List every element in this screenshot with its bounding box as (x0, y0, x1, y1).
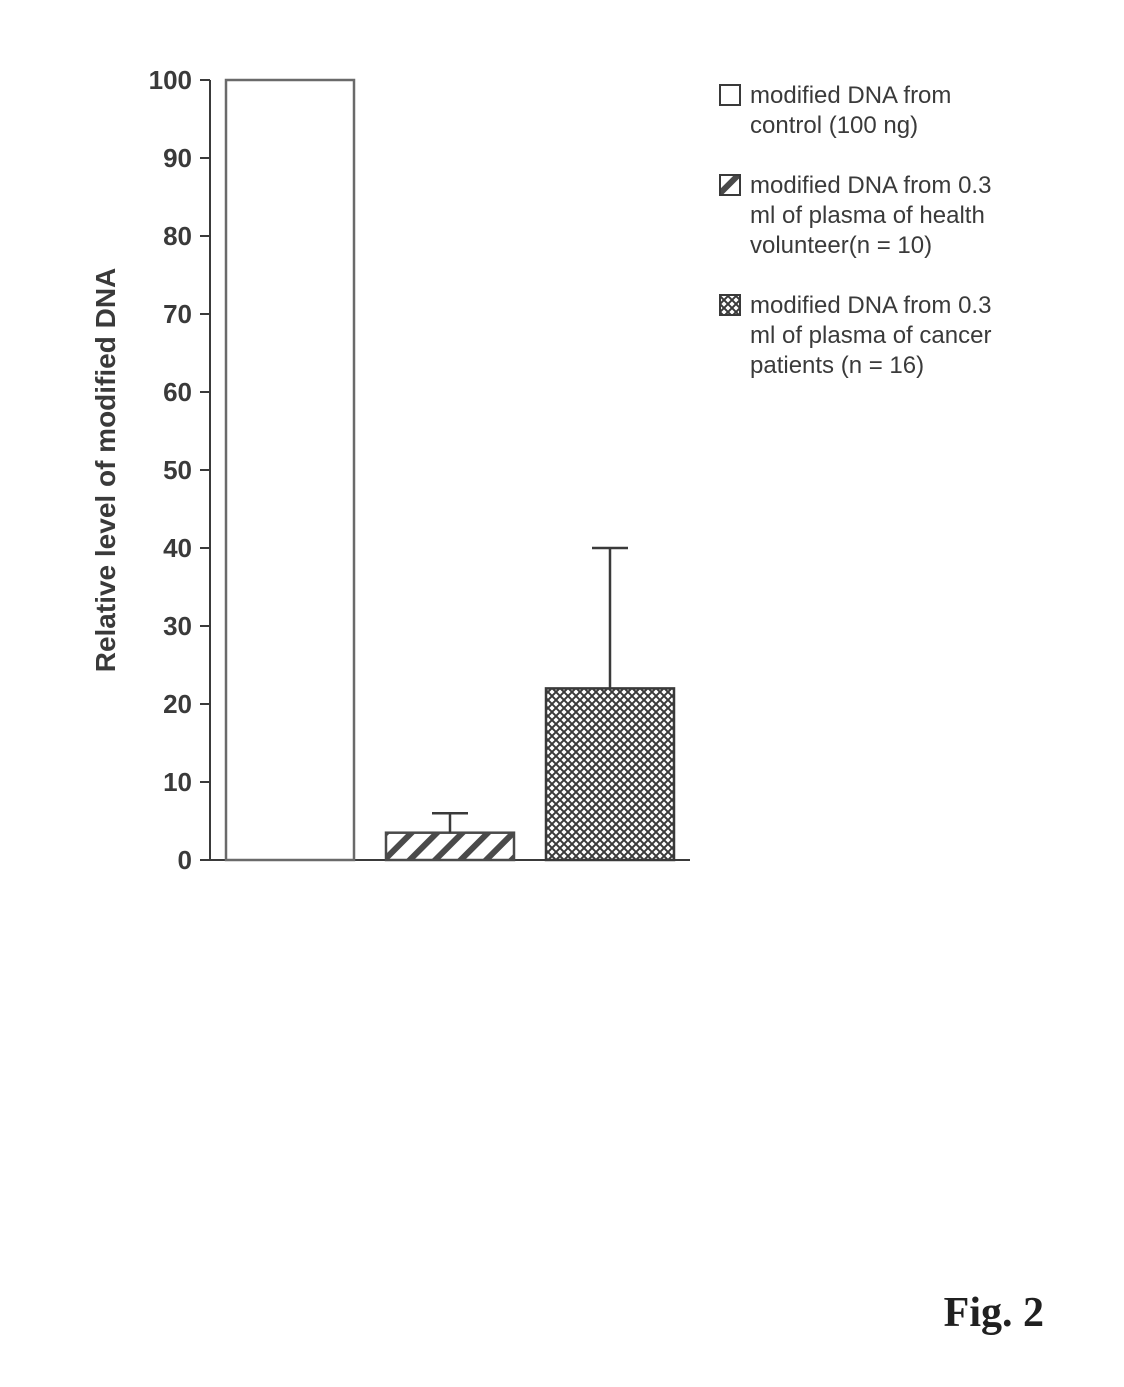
legend-label: patients (n = 16) (750, 352, 924, 379)
legend-label: volunteer(n = 10) (750, 232, 932, 259)
y-tick-label: 60 (163, 377, 192, 407)
y-tick-label: 70 (163, 299, 192, 329)
legend-label: ml of plasma of health (750, 202, 985, 229)
chart-svg: 0 10 20 30 40 50 60 70 80 90 100 Relative level of … (60, 60, 1060, 960)
y-tick-label: 90 (163, 143, 192, 173)
y-axis-label: Relative level of modified DNA (90, 268, 121, 673)
legend-label: modified DNA from (750, 82, 951, 109)
legend-label: modified DNA from 0.3 (750, 292, 991, 319)
y-tick-label: 50 (163, 455, 192, 485)
legend-label: ml of plasma of cancer (750, 322, 991, 349)
figure-caption: Fig. 2 (944, 1289, 1044, 1337)
legend-swatch (720, 175, 740, 195)
bar (386, 833, 514, 860)
bar (226, 80, 354, 860)
chart: 0 10 20 30 40 50 60 70 80 90 100 Relative level of … (60, 60, 1060, 965)
bar (546, 688, 674, 860)
y-tick-label: 0 (178, 845, 192, 875)
legend-swatch (720, 85, 740, 105)
y-tick-label: 20 (163, 689, 192, 719)
y-tick-label: 40 (163, 533, 192, 563)
legend-label: control (100 ng) (750, 112, 918, 139)
y-tick-label: 30 (163, 611, 192, 641)
y-tick-label: 80 (163, 221, 192, 251)
page: 0 10 20 30 40 50 60 70 80 90 100 Relative level of … (0, 0, 1124, 1387)
y-tick-label: 10 (163, 767, 192, 797)
y-tick-label: 100 (149, 65, 192, 95)
legend-label: modified DNA from 0.3 (750, 172, 991, 199)
legend-swatch (720, 295, 740, 315)
